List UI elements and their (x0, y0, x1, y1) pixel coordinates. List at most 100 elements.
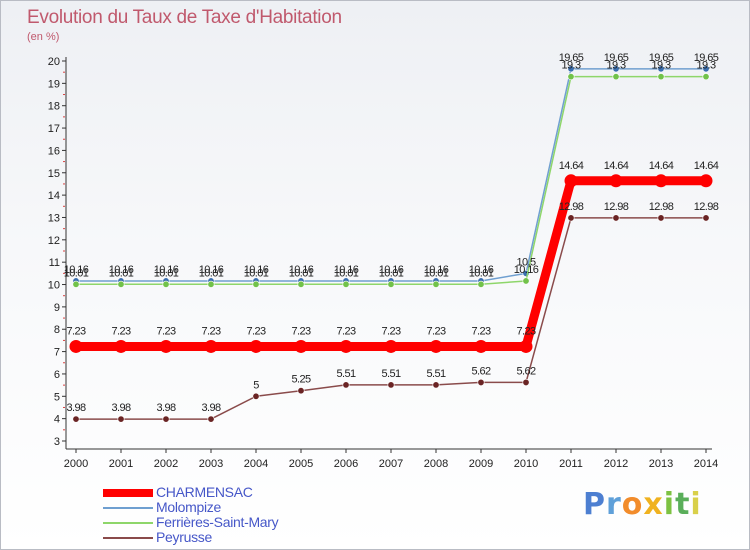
data-label-molompize: 19.65 (604, 52, 629, 64)
data-label-ferrieres-saint-mary: 10.01 (334, 267, 359, 279)
data-label-molompize: 10.16 (424, 264, 449, 276)
data-label-ferrieres-saint-mary: 19.3 (606, 60, 625, 72)
data-point-ferrieres-saint-mary (72, 280, 80, 288)
legend-swatch (103, 489, 153, 497)
data-label-peyrusse: 3.98 (111, 402, 130, 414)
data-label-charmensac: 7.23 (426, 325, 445, 337)
data-point-charmensac (114, 339, 128, 353)
data-point-peyrusse (72, 415, 80, 423)
data-label-charmensac: 7.23 (381, 325, 400, 337)
data-label-charmensac: 7.23 (291, 325, 310, 337)
chart-title: Evolution du Taux de Taxe d'Habitation (27, 7, 342, 28)
data-label-charmensac: 7.23 (111, 325, 130, 337)
brand-letter: r (606, 487, 622, 522)
x-tick-label: 2010 (514, 458, 538, 470)
data-label-molompize: 10.16 (154, 264, 179, 276)
x-tick-label: 2011 (559, 458, 583, 470)
y-tick-label: 19 (48, 78, 60, 90)
x-tick-label: 2014 (694, 458, 718, 470)
data-point-molompize (702, 65, 710, 73)
data-label-charmensac: 7.23 (201, 325, 220, 337)
data-point-ferrieres-saint-mary (477, 280, 485, 288)
data-label-molompize: 19.65 (649, 52, 674, 64)
data-point-peyrusse (567, 214, 575, 222)
data-label-molompize: 10.16 (379, 264, 404, 276)
y-tick-label: 11 (49, 257, 60, 269)
data-label-charmensac: 14.64 (649, 160, 674, 172)
data-point-charmensac (159, 339, 173, 353)
legend-label: Ferrières-Saint-Mary (156, 514, 279, 530)
data-label-charmensac: 7.23 (471, 325, 490, 337)
data-point-ferrieres-saint-mary (207, 280, 215, 288)
data-label-peyrusse: 12.98 (649, 201, 674, 213)
data-label-peyrusse: 3.98 (66, 402, 85, 414)
x-tick-label: 2009 (469, 458, 493, 470)
x-tick-label: 2000 (64, 458, 88, 470)
data-point-peyrusse (612, 214, 620, 222)
legend-swatch (103, 537, 153, 539)
data-label-peyrusse: 5.62 (471, 365, 490, 377)
y-tick-label: 8 (54, 324, 60, 336)
data-point-molompize (657, 65, 665, 73)
x-tick-label: 2001 (109, 458, 133, 470)
data-point-ferrieres-saint-mary (612, 73, 620, 81)
data-label-molompize: 10.5 (516, 256, 535, 268)
x-tick-label: 2003 (199, 458, 223, 470)
data-point-charmensac (384, 339, 398, 353)
data-point-peyrusse (252, 392, 260, 400)
y-tick-label: 9 (54, 302, 60, 314)
data-label-peyrusse: 3.98 (156, 402, 175, 414)
data-point-ferrieres-saint-mary (522, 277, 530, 285)
data-label-molompize: 10.16 (289, 264, 314, 276)
data-label-molompize: 19.65 (559, 52, 584, 64)
data-label-molompize: 10.16 (64, 264, 89, 276)
data-label-peyrusse: 5.51 (381, 368, 400, 380)
data-point-ferrieres-saint-mary (387, 280, 395, 288)
y-tick-label: 16 (48, 145, 60, 157)
data-point-peyrusse (162, 415, 170, 423)
data-label-molompize: 10.16 (334, 264, 359, 276)
data-point-charmensac (474, 339, 488, 353)
data-label-charmensac: 7.23 (516, 325, 535, 337)
data-point-ferrieres-saint-mary (702, 73, 710, 81)
brand-letter: i (663, 487, 676, 522)
data-point-ferrieres-saint-mary (657, 73, 665, 81)
data-label-charmensac: 14.64 (694, 160, 719, 172)
data-point-peyrusse (702, 214, 710, 222)
legend-swatch (103, 522, 153, 524)
data-label-ferrieres-saint-mary: 10.01 (154, 267, 179, 279)
data-label-peyrusse: 5 (253, 379, 259, 391)
proxiti-logo: Proxiti (583, 487, 702, 522)
data-label-charmensac: 7.23 (336, 325, 355, 337)
legend-label: Molompize (156, 499, 221, 515)
y-tick-label: 4 (54, 414, 60, 426)
data-label-molompize: 10.16 (199, 264, 224, 276)
brand-letter: P (583, 487, 606, 522)
data-label-ferrieres-saint-mary: 10.01 (424, 267, 449, 279)
data-label-molompize: 10.16 (469, 264, 494, 276)
y-tick-label: 14 (48, 190, 60, 202)
data-label-ferrieres-saint-mary: 19.3 (696, 60, 715, 72)
data-point-charmensac (654, 174, 668, 188)
data-label-peyrusse: 5.62 (516, 365, 535, 377)
y-tick-label: 3 (54, 436, 60, 448)
data-label-peyrusse: 12.98 (559, 201, 584, 213)
data-point-peyrusse (117, 415, 125, 423)
data-label-molompize: 10.16 (109, 264, 134, 276)
data-point-peyrusse (657, 214, 665, 222)
data-label-molompize: 10.16 (244, 264, 269, 276)
series-line-molompize (75, 68, 707, 282)
data-label-charmensac: 14.64 (559, 160, 584, 172)
y-tick-label: 6 (54, 369, 60, 381)
data-point-peyrusse (387, 381, 395, 389)
data-point-peyrusse (432, 381, 440, 389)
data-point-peyrusse (522, 378, 530, 386)
brand-letter: t (675, 487, 691, 522)
legend-label: CHARMENSAC (156, 484, 253, 500)
series-line-peyrusse (75, 217, 707, 420)
data-point-charmensac (609, 174, 623, 188)
brand-letter: x (643, 487, 664, 522)
legend-swatch (103, 507, 153, 509)
